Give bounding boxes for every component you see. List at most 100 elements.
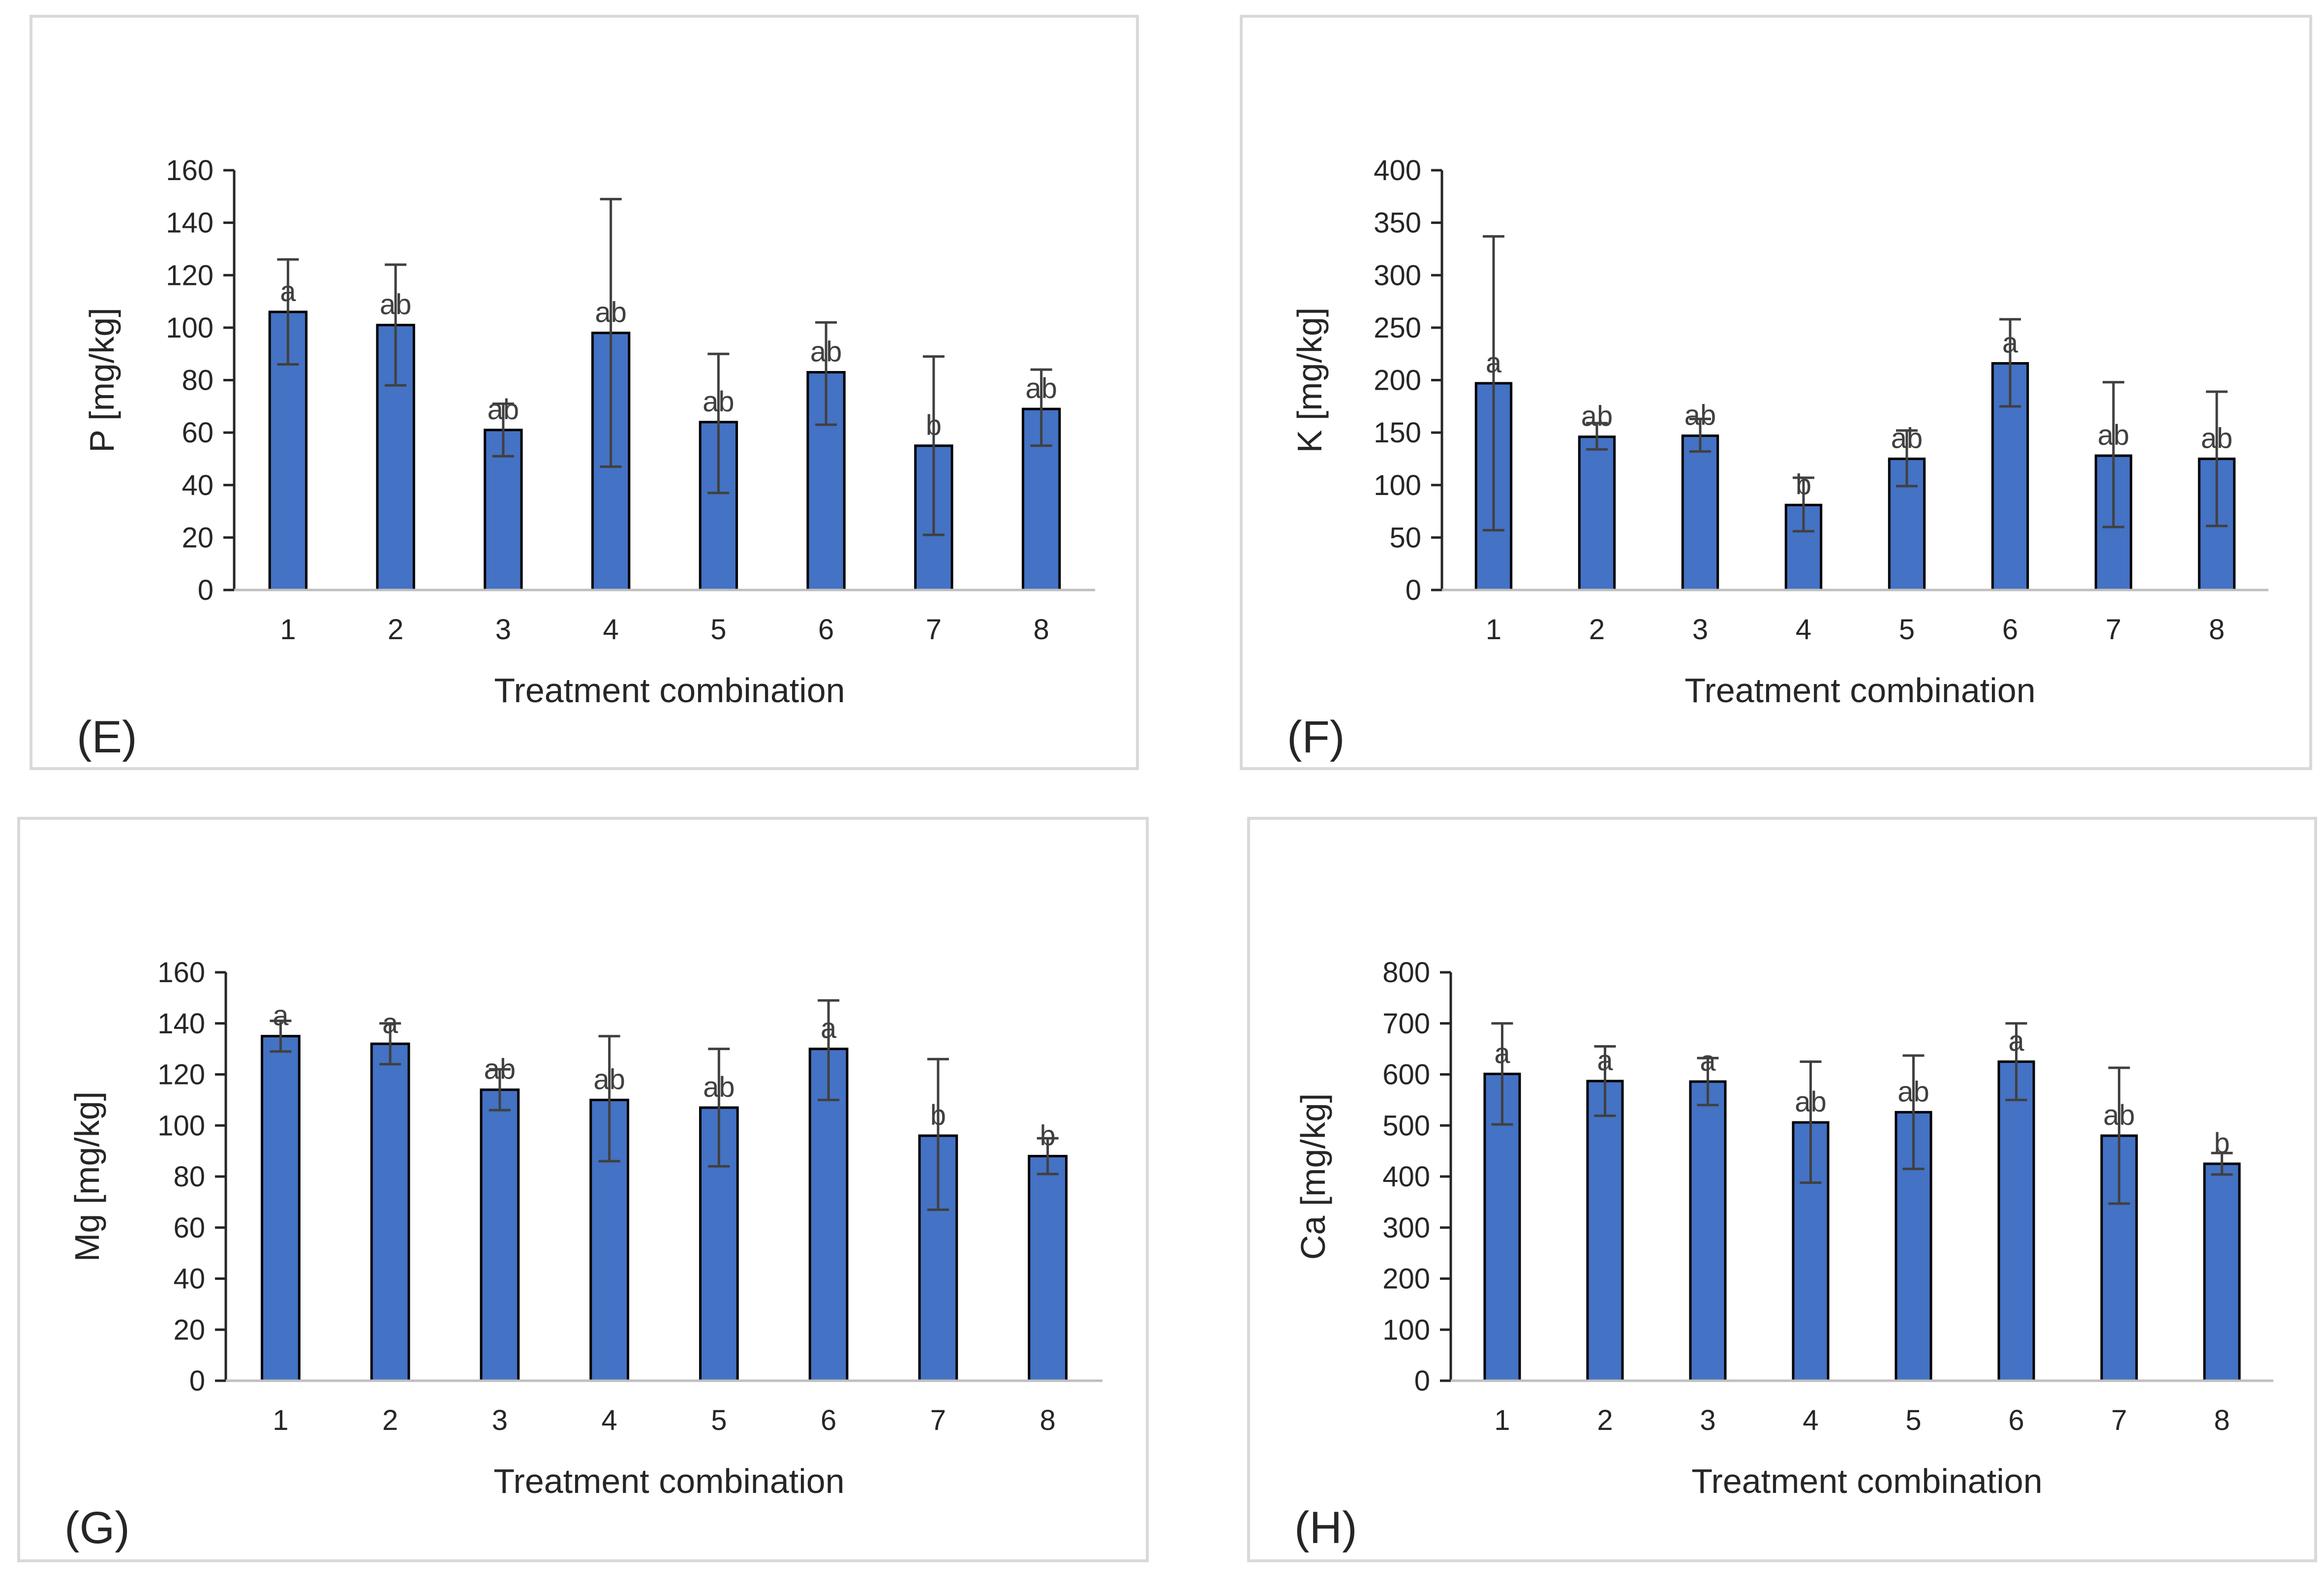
error-bar-6	[815, 321, 837, 426]
y-tick-label: 40	[182, 469, 214, 501]
y-tick-label: 0	[1414, 1365, 1430, 1397]
chart-panel-h: 0 100 200 300 400 500 600 700 800 a 1 a 2 a 3 ab 4 ab 5 a 6 a…	[1247, 817, 2317, 1562]
chart-panel-e: 0 20 40 60 80 100 120 140 160 a 1 ab 2 ab 3 ab 4 ab 5 ab 6 b 7…	[30, 15, 1139, 770]
error-bar-2	[385, 263, 407, 387]
x-axis-title: Treatment combination	[1684, 671, 2035, 710]
y-tick-label: 0	[1406, 574, 1421, 606]
error-bar-7	[2108, 1066, 2130, 1205]
error-bar-6	[1999, 318, 2021, 408]
y-tick-label: 50	[1389, 522, 1421, 554]
x-tick-label: 2	[1597, 1404, 1613, 1436]
significance-label: a	[2008, 1025, 2024, 1057]
y-axis-title: P [mg/kg]	[83, 308, 121, 452]
x-tick-label: 7	[930, 1404, 946, 1436]
significance-label: ab	[484, 1054, 516, 1085]
bar-2	[1578, 435, 1616, 591]
error-bar-8	[2206, 390, 2228, 527]
y-tick-label: 60	[182, 417, 214, 449]
x-tick-label: 7	[2106, 614, 2121, 646]
x-tick-label: 3	[495, 614, 511, 646]
panel-label: (F)	[1287, 712, 1345, 762]
y-tick-label: 160	[166, 155, 214, 186]
x-tick-label: 1	[273, 1404, 288, 1436]
significance-label: ab	[2201, 422, 2233, 454]
bar-3	[1681, 434, 1719, 591]
x-tick-label: 4	[601, 1404, 617, 1436]
bar-3	[480, 1088, 520, 1382]
x-tick-label: 2	[382, 1404, 398, 1436]
significance-label: ab	[703, 386, 734, 418]
x-tick-label: 3	[1692, 614, 1708, 646]
significance-label: a	[1700, 1045, 1716, 1077]
x-axis-title: Treatment combination	[1691, 1462, 2042, 1500]
error-bar-3	[489, 1068, 511, 1112]
significance-label: ab	[488, 394, 520, 426]
y-tick-label: 120	[157, 1059, 205, 1091]
x-tick-label: 6	[818, 614, 834, 646]
error-bar-5	[707, 352, 730, 495]
error-bar-8	[2211, 1151, 2233, 1176]
x-tick-label: 7	[2111, 1404, 2127, 1436]
y-tick-label: 80	[173, 1161, 205, 1193]
error-bar-8	[1037, 1137, 1059, 1176]
y-axis-title: Ca [mg/kg]	[1294, 1093, 1332, 1260]
significance-label: ab	[2103, 1099, 2135, 1131]
x-tick-label: 2	[388, 614, 403, 646]
significance-label: a	[1494, 1037, 1510, 1069]
y-tick-label: 700	[1382, 1008, 1430, 1040]
y-tick-label: 100	[1382, 1314, 1430, 1346]
bar-2	[370, 1042, 410, 1382]
error-bar-6	[818, 999, 840, 1101]
x-tick-label: 2	[1589, 614, 1605, 646]
panel-label: (G)	[64, 1503, 130, 1553]
y-tick-label: 350	[1374, 207, 1421, 239]
error-bar-4	[598, 1035, 620, 1163]
x-tick-label: 7	[926, 614, 942, 646]
error-bar-4	[1800, 1060, 1822, 1184]
error-bar-3	[492, 402, 514, 458]
panel-label: (H)	[1294, 1503, 1357, 1553]
y-tick-label: 140	[157, 1008, 205, 1040]
significance-label: ab	[1684, 400, 1716, 432]
error-bar-5	[708, 1048, 730, 1168]
x-tick-label: 6	[2002, 614, 2018, 646]
significance-label: a	[1597, 1045, 1613, 1077]
error-bar-2	[1594, 1045, 1616, 1117]
x-tick-label: 8	[2209, 614, 2225, 646]
y-tick-label: 250	[1374, 312, 1421, 344]
bar-1	[261, 1035, 301, 1382]
significance-label: b	[926, 409, 942, 441]
y-tick-label: 300	[1382, 1212, 1430, 1244]
y-tick-label: 140	[166, 207, 214, 239]
error-bar-7	[927, 1057, 949, 1211]
significance-label: b	[2214, 1127, 2230, 1159]
error-bar-5	[1896, 429, 1918, 488]
x-tick-label: 4	[1803, 1404, 1818, 1436]
y-tick-label: 500	[1382, 1110, 1430, 1142]
error-bar-4	[1793, 476, 1814, 533]
x-tick-label: 5	[1899, 614, 1915, 646]
bar-3	[1689, 1080, 1727, 1382]
x-tick-label: 8	[2214, 1404, 2230, 1436]
x-tick-label: 1	[1486, 614, 1501, 646]
y-tick-label: 600	[1382, 1059, 1430, 1091]
error-bar-2	[1586, 422, 1608, 451]
x-tick-label: 5	[710, 614, 726, 646]
error-bar-1	[1491, 1022, 1513, 1126]
error-bar-5	[1902, 1054, 1925, 1170]
y-tick-label: 160	[157, 957, 205, 989]
significance-label: ab	[810, 336, 842, 368]
x-tick-label: 8	[1033, 614, 1049, 646]
y-tick-label: 150	[1374, 417, 1421, 449]
significance-label: ab	[1581, 401, 1613, 433]
y-tick-label: 400	[1382, 1161, 1430, 1193]
y-tick-label: 40	[173, 1263, 205, 1295]
error-bar-6	[2005, 1022, 2027, 1101]
chart-panel-g: 0 20 40 60 80 100 120 140 160 a 1 a 2 ab 3 ab 4 ab 5 a 6 b 7 b 8…	[17, 817, 1149, 1562]
y-tick-label: 60	[173, 1212, 205, 1244]
significance-label: ab	[380, 289, 412, 321]
bar-6	[1997, 1060, 2035, 1382]
y-tick-label: 100	[1374, 469, 1421, 501]
x-tick-label: 1	[280, 614, 296, 646]
y-tick-label: 800	[1382, 957, 1430, 989]
